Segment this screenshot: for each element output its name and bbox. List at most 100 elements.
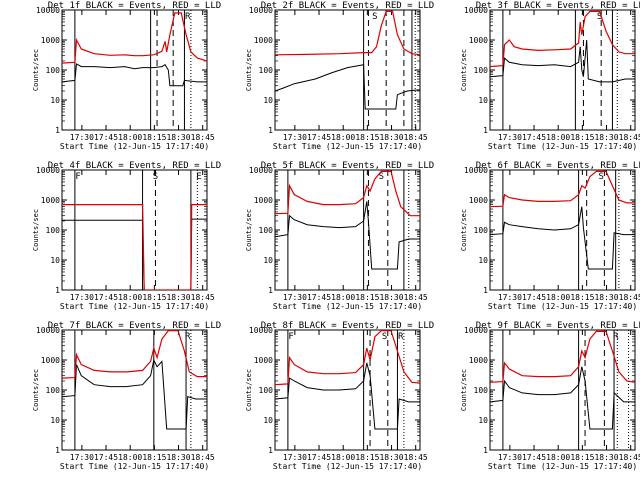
y-tick-label: 1 [268, 126, 273, 135]
detector-panel-6: Det 6f BLACK = Events, RED = LLD 1 10 100 10… [460, 161, 640, 311]
marker-letter: S [382, 332, 387, 342]
marker-letter: E [196, 172, 201, 182]
x-axis-label: Start Time (12-Jun-15 17:17:40) [60, 302, 209, 311]
y-tick-label: 100 [46, 226, 61, 235]
events-series-line [275, 64, 420, 110]
panel-title: Det 6f BLACK = Events, RED = LLD [476, 161, 640, 171]
x-tick-label: 18:15 [570, 133, 594, 142]
x-tick-label: 17:45 [522, 293, 546, 302]
panel-title: Det 1f BLACK = Events, RED = LLD [48, 1, 221, 11]
y-tick-label: 100 [259, 226, 274, 235]
plot-frame [489, 329, 636, 451]
x-tick-label: 18:00 [546, 293, 570, 302]
y-tick-label: 10 [50, 256, 60, 265]
x-tick-label: 18:00 [331, 293, 355, 302]
x-tick-label: 18:30 [594, 133, 618, 142]
x-tick-label: 18:30 [166, 133, 190, 142]
marker-letter: F [75, 172, 80, 182]
detector-panel-1: Det 1f BLACK = Events, RED = LLD 1 10 100 10… [32, 1, 221, 151]
detector-panel-4: Det 4f BLACK = Events, RED = LLD 1 10 100 10… [32, 161, 221, 311]
y-tick-label: 1000 [254, 196, 273, 205]
marker-letter: S [598, 172, 603, 182]
x-tick-label: 18:30 [594, 293, 618, 302]
x-tick-label: 17:30 [498, 133, 522, 142]
x-tick-label: 18:30 [166, 293, 190, 302]
y-tick-label: 10000 [36, 6, 60, 15]
x-tick-label: 17:30 [70, 293, 94, 302]
y-axis-label: Counts/sec [460, 49, 468, 91]
x-tick-label: 18:15 [570, 293, 594, 302]
x-tick-label: 17:30 [498, 293, 522, 302]
panel-title: Det 5f BLACK = Events, RED = LLD [261, 161, 434, 171]
x-tick-label: 18:30 [166, 453, 190, 462]
x-tick-label: 18:30 [379, 453, 403, 462]
events-series-line [62, 358, 207, 430]
plot-frame [61, 329, 208, 451]
y-tick-label: 1 [55, 126, 60, 135]
panel-title: Det 3f BLACK = Events, RED = LLD [476, 1, 640, 11]
lld-series-line [490, 10, 635, 68]
x-tick-label: 17:45 [522, 133, 546, 142]
y-tick-label: 100 [46, 66, 61, 75]
x-tick-label: 18:30 [379, 133, 403, 142]
x-axis-label: Start Time (12-Jun-15 17:17:40) [273, 462, 422, 471]
events-series-line [490, 39, 635, 83]
x-tick-label: 18:15 [355, 453, 379, 462]
x-tick-label: 17:30 [283, 453, 307, 462]
lld-series-line [62, 330, 207, 379]
y-tick-label: 10000 [36, 166, 60, 175]
y-tick-label: 1000 [254, 356, 273, 365]
lld-series-line [490, 170, 635, 208]
lld-series-line [275, 10, 420, 56]
y-tick-label: 1000 [41, 196, 60, 205]
marker-letter: S [379, 172, 384, 182]
plot-frame [61, 169, 208, 291]
y-tick-label: 10000 [249, 166, 273, 175]
marker-letter: F [288, 332, 293, 342]
x-tick-label: 18:15 [355, 293, 379, 302]
x-axis-label: Start Time (12-Jun-15 17:17:40) [273, 142, 422, 151]
marker-letter: S [372, 12, 377, 22]
y-axis-label: Counts/sec [460, 369, 468, 411]
lld-series-line [490, 330, 635, 383]
y-tick-label: 10 [50, 416, 60, 425]
x-axis-label: Start Time (12-Jun-15 17:17:40) [488, 462, 637, 471]
plot-frame [61, 9, 208, 131]
x-tick-label: 17:30 [70, 453, 94, 462]
y-axis-label: Counts/sec [245, 369, 253, 411]
events-series-line [490, 206, 635, 270]
y-tick-label: 100 [259, 66, 274, 75]
plot-frame [274, 169, 421, 291]
events-series-line [62, 218, 207, 290]
x-tick-label: 18:45 [191, 293, 215, 302]
panel-title: Det 8f BLACK = Events, RED = LLD [261, 321, 434, 331]
x-axis-label: Start Time (12-Jun-15 17:17:40) [488, 142, 637, 151]
x-axis-label: Start Time (12-Jun-15 17:17:40) [60, 142, 209, 151]
panel-title: Det 2f BLACK = Events, RED = LLD [261, 1, 434, 11]
y-tick-label: 10 [478, 256, 488, 265]
marker-letter: S [153, 172, 158, 182]
panel-title: Det 9f BLACK = Events, RED = LLD [476, 321, 640, 331]
x-tick-label: 18:45 [191, 133, 215, 142]
y-tick-label: 10000 [464, 166, 488, 175]
plot-frame [274, 329, 421, 451]
y-tick-label: 1 [268, 446, 273, 455]
detector-panel-7: Det 7f BLACK = Events, RED = LLD 1 10 100 10… [32, 321, 221, 471]
y-tick-label: 10 [263, 256, 273, 265]
x-tick-label: 18:00 [546, 453, 570, 462]
marker-letter: S [597, 12, 602, 22]
events-series-line [62, 63, 207, 87]
panel-title: Det 7f BLACK = Events, RED = LLD [48, 321, 221, 331]
y-tick-label: 10 [478, 96, 488, 105]
x-tick-label: 17:30 [283, 133, 307, 142]
detector-panel-2: Det 2f BLACK = Events, RED = LLD 1 10 100 10… [245, 1, 434, 151]
x-tick-label: 17:45 [307, 453, 331, 462]
y-tick-label: 10000 [249, 6, 273, 15]
y-tick-label: 1 [483, 446, 488, 455]
x-tick-label: 17:45 [94, 133, 118, 142]
x-axis-label: Start Time (12-Jun-15 17:17:40) [60, 462, 209, 471]
y-tick-label: 1000 [41, 356, 60, 365]
x-tick-label: 17:45 [94, 293, 118, 302]
y-tick-label: 100 [474, 386, 489, 395]
x-tick-label: 17:45 [522, 453, 546, 462]
